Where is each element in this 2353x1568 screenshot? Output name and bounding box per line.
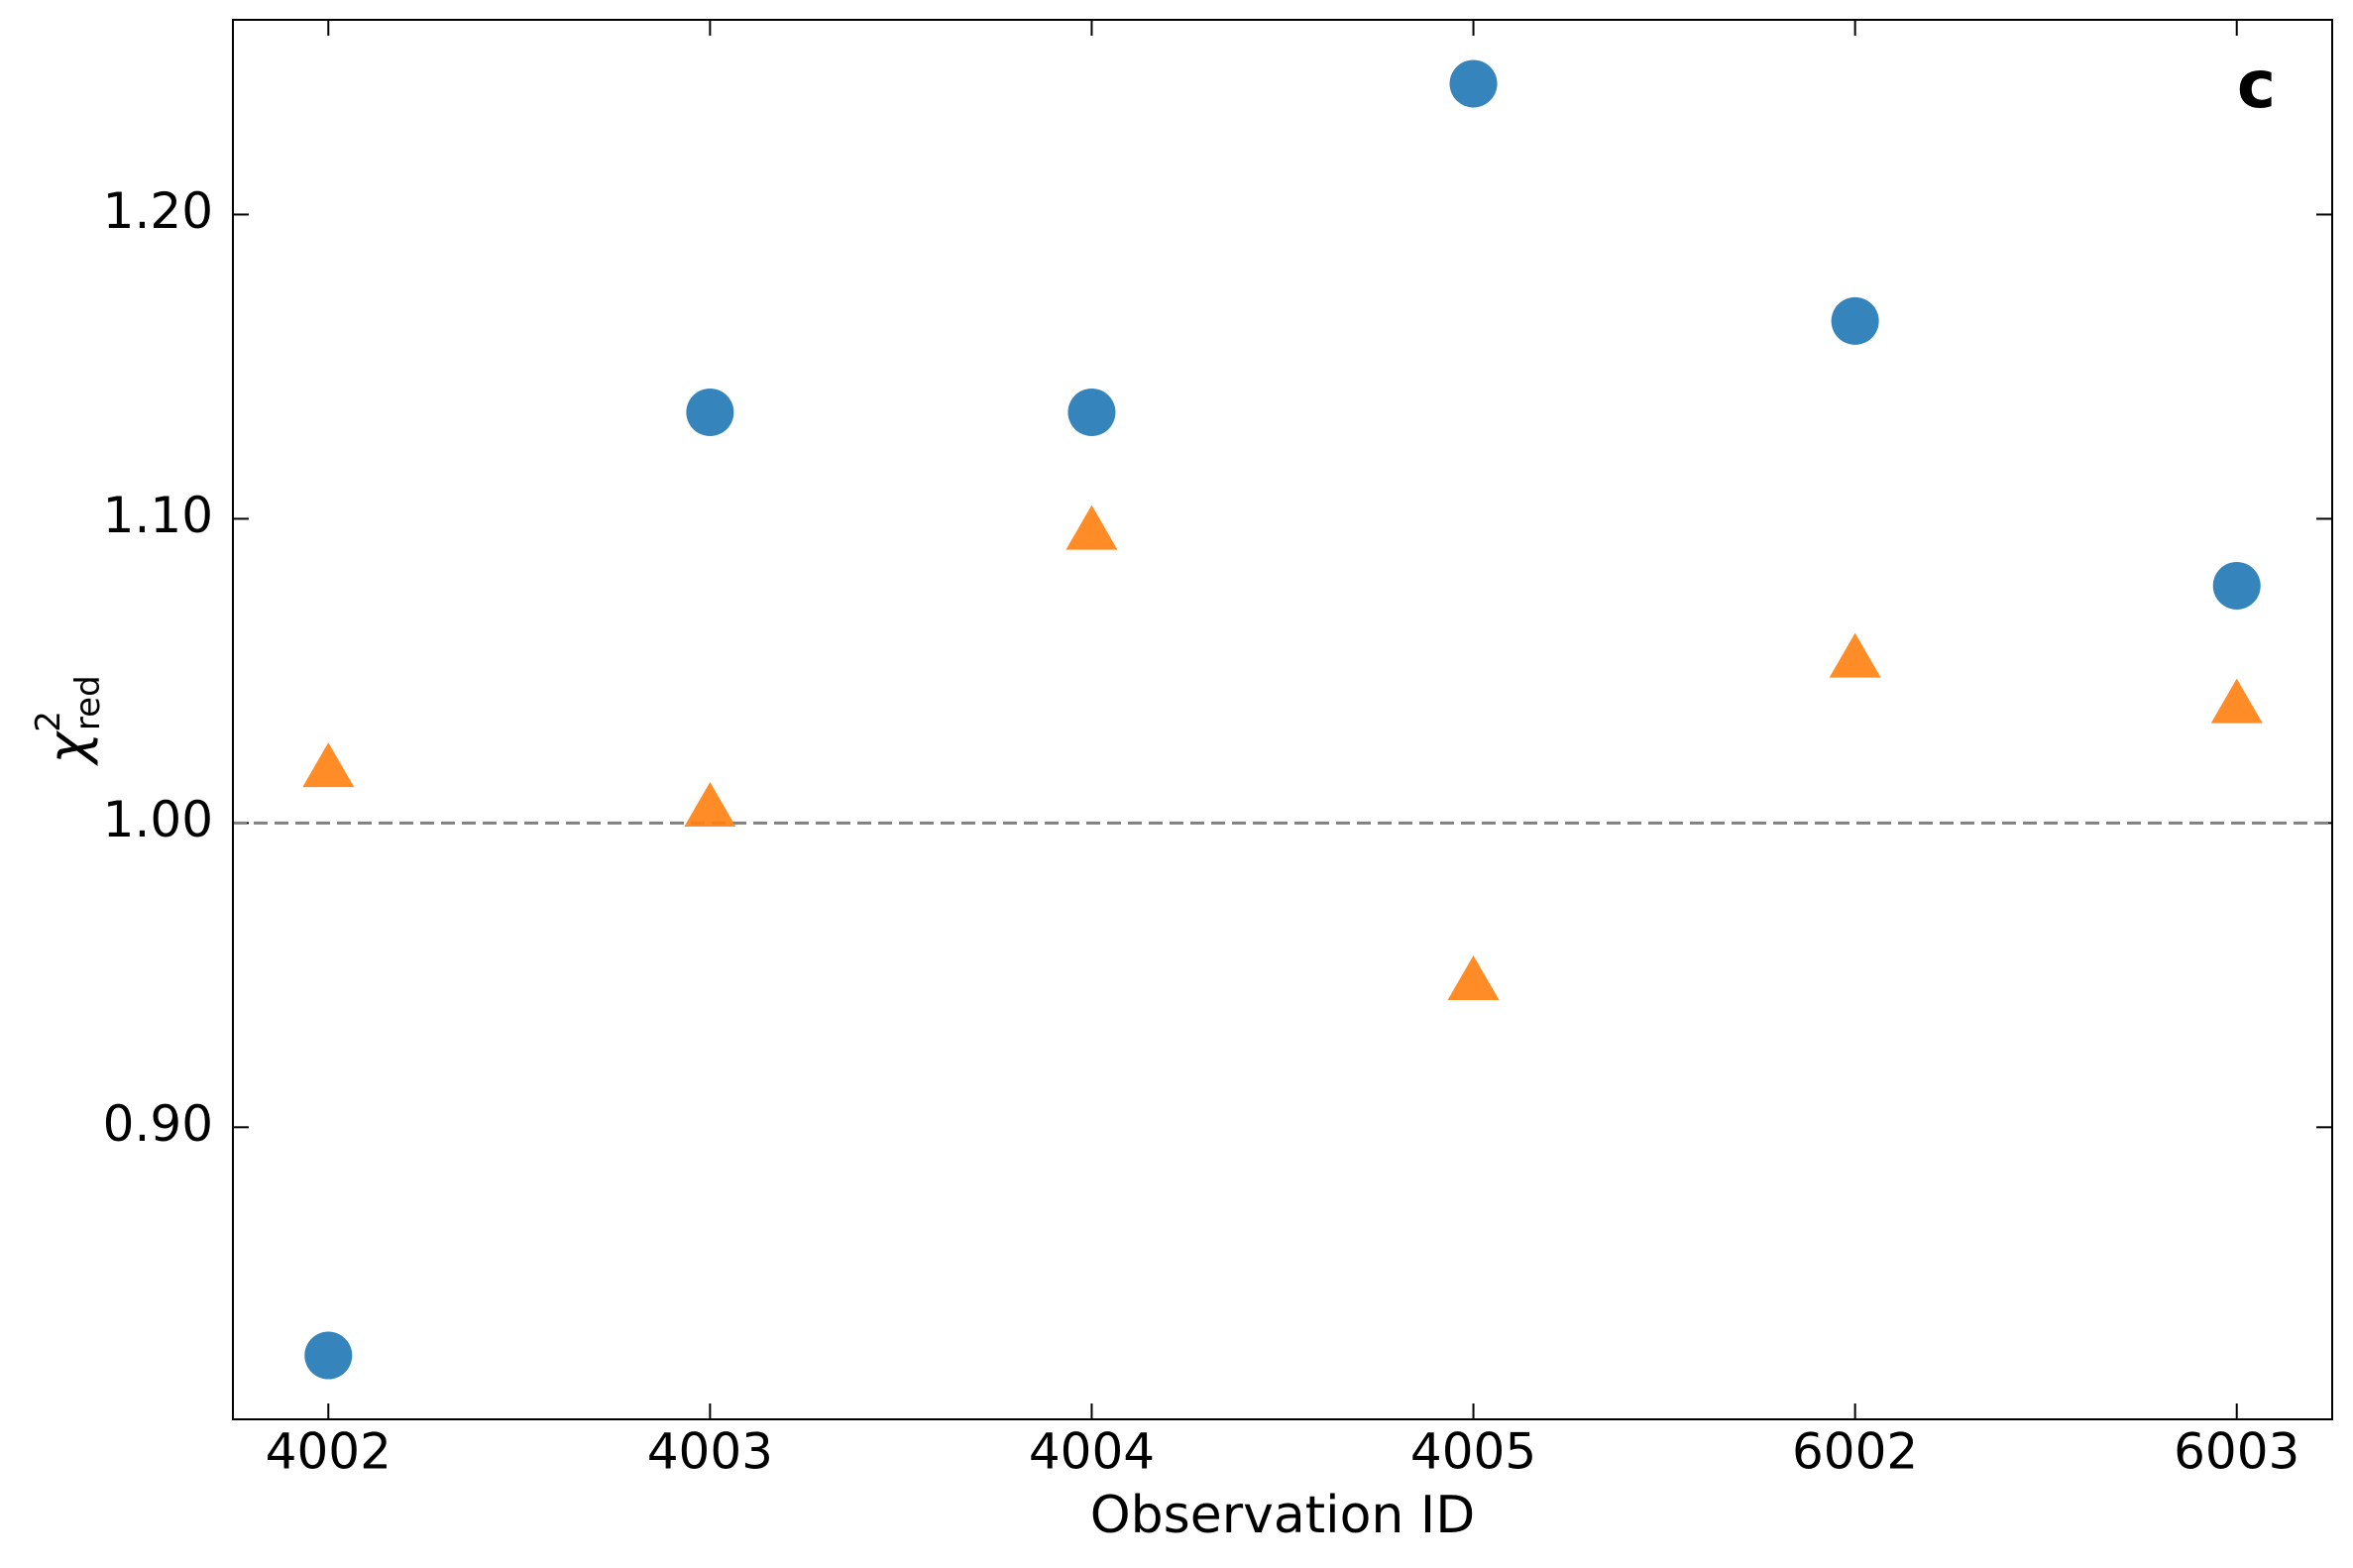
point [1067, 388, 1116, 436]
x-tick-label: 6003 [2174, 1423, 2299, 1481]
x-tick-label: 4002 [266, 1423, 392, 1481]
point [2212, 561, 2261, 610]
point [686, 388, 734, 436]
x-tick-label: 4004 [1029, 1423, 1155, 1481]
point [1447, 954, 1500, 1000]
y-tick-label: 0.90 [103, 1095, 213, 1153]
y-axis-label: χ2red [29, 675, 108, 766]
point [1449, 59, 1498, 108]
panel-label: c [2237, 47, 2276, 123]
point [304, 1331, 353, 1380]
point [1831, 296, 1879, 345]
x-axis-label: Observation ID [1090, 1486, 1476, 1545]
x-tick-label: 6002 [1792, 1423, 1918, 1481]
y-label-superscript: 2 [29, 711, 68, 732]
y-tick-label: 1.00 [103, 791, 213, 848]
y-tick-label: 1.20 [103, 182, 213, 240]
x-tick-label: 4003 [647, 1423, 773, 1481]
plot-frame [232, 19, 2333, 1420]
y-label-subscript: red [68, 675, 108, 730]
point [302, 742, 355, 788]
y-tick-label: 1.10 [103, 487, 213, 544]
point [1829, 632, 1881, 678]
point [1065, 504, 1118, 550]
point [684, 782, 736, 828]
x-tick-label: 4005 [1410, 1423, 1536, 1481]
point [2210, 678, 2263, 724]
y-label-symbol: χ [37, 730, 99, 767]
